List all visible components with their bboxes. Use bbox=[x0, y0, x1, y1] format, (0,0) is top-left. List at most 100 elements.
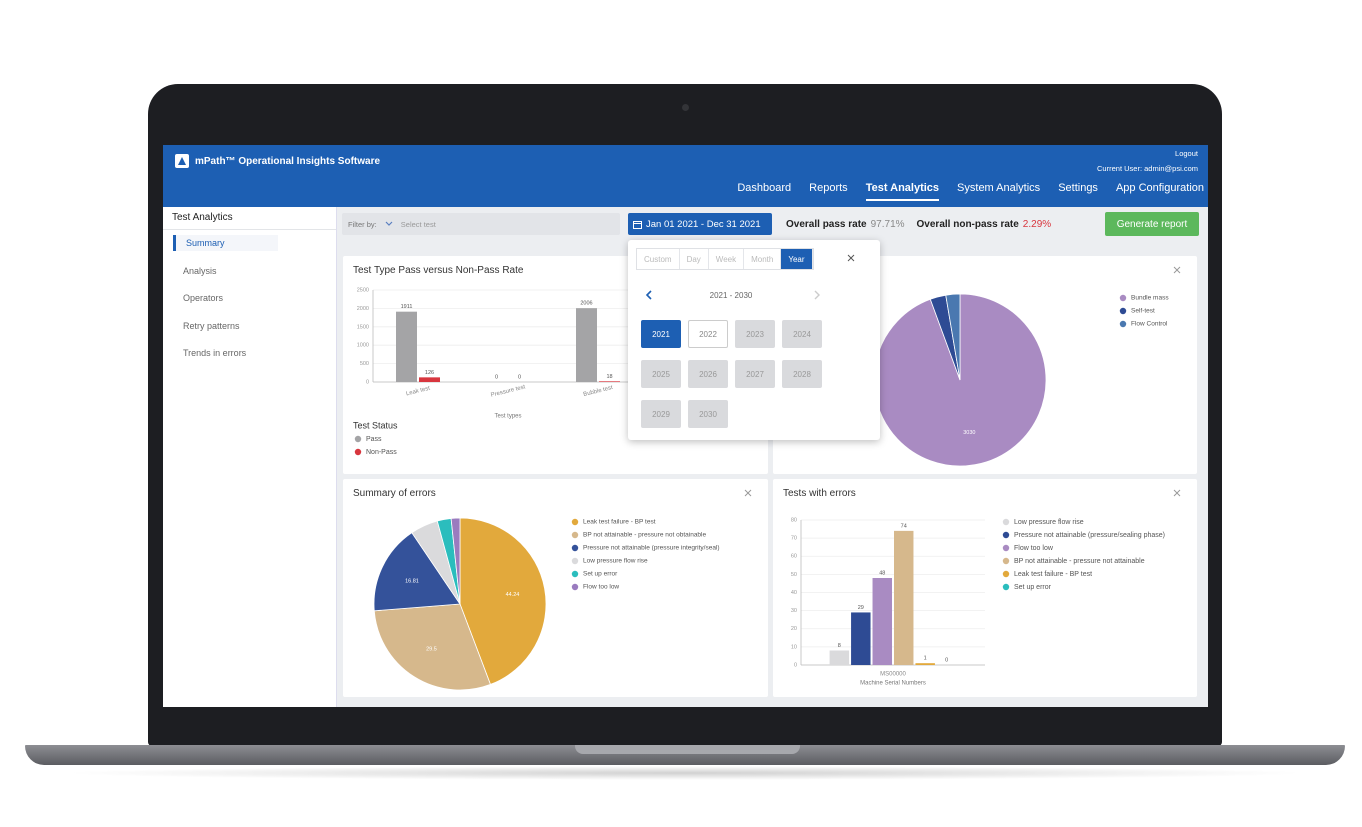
legend-label: Pressure not attainable (pressure integr… bbox=[583, 545, 720, 552]
legend-label: Flow Control bbox=[1131, 321, 1168, 328]
filter-placeholder: Select test bbox=[400, 219, 436, 229]
year-cell[interactable]: 2023 bbox=[735, 320, 775, 348]
chart: 0 500 1000 1500 2000 2500 Leak test 1911 126 Pres… bbox=[353, 266, 752, 456]
year-cell[interactable]: 2029 bbox=[641, 400, 681, 428]
x-tick-label: MS00000 bbox=[880, 672, 906, 678]
pie-slice bbox=[450, 517, 461, 605]
laptop-notch bbox=[575, 745, 800, 754]
sidebar-item[interactable]: Summary bbox=[173, 235, 278, 251]
y-tick-label: 1500 bbox=[357, 324, 369, 330]
legend-label: BP not attainable - pressure not obtaina… bbox=[583, 532, 706, 539]
date-button[interactable]: Jan 01 2021 - Dec 31 2021 bbox=[628, 213, 772, 235]
value-label: 74 bbox=[901, 523, 907, 529]
bar bbox=[872, 578, 892, 665]
x-tick-label: Bubble test bbox=[583, 385, 614, 398]
year-cell[interactable]: 2026 bbox=[688, 360, 728, 388]
legend-label: Low pressure flow rise bbox=[583, 558, 648, 565]
nav-item[interactable]: App Configuration bbox=[1115, 182, 1204, 194]
legend-marker bbox=[1119, 320, 1127, 328]
icon bbox=[633, 220, 642, 229]
pie-slice bbox=[459, 517, 547, 685]
logout[interactable]: Logout bbox=[1175, 149, 1198, 158]
y-tick-label: 1000 bbox=[357, 343, 369, 349]
nav-item[interactable]: Settings bbox=[1058, 182, 1098, 194]
filter-box[interactable]: Filter by: Select test bbox=[342, 213, 620, 235]
slice-label: 29.5 bbox=[426, 646, 437, 652]
y-tick-label: 10 bbox=[791, 644, 797, 650]
pass-rate: 97.71% bbox=[870, 218, 905, 230]
year-cell[interactable]: 2028 bbox=[782, 360, 822, 388]
icon bbox=[847, 254, 855, 262]
tab[interactable]: Custom bbox=[637, 249, 680, 269]
panel-title: Summary of errors bbox=[353, 488, 436, 499]
legend-marker bbox=[1002, 570, 1010, 578]
rates: Overall pass rate 97.71% Overall non-pass … bbox=[786, 213, 1051, 235]
chart: 3030 Bundle mass Self-test Flow Control bbox=[873, 266, 1181, 467]
bar bbox=[396, 311, 417, 382]
value-label: 48 bbox=[879, 570, 885, 576]
icon[interactable] bbox=[645, 290, 653, 300]
y-tick-label: 30 bbox=[791, 608, 797, 614]
nav-item[interactable]: System Analytics bbox=[957, 182, 1041, 194]
year-cell[interactable]: 2027 bbox=[735, 360, 775, 388]
legend-marker bbox=[571, 531, 579, 539]
sidebar-item[interactable]: Analysis bbox=[183, 265, 217, 276]
chart-panel: Summary of errors 44.24 29.5 16.81 Leak test… bbox=[343, 479, 768, 697]
legend-label: BP not attainable - pressure not attaina… bbox=[1014, 558, 1145, 565]
value-label: 8 bbox=[838, 643, 841, 649]
value-label: 1911 bbox=[401, 304, 413, 310]
bar bbox=[829, 650, 850, 665]
legend-label: Low pressure flow rise bbox=[1014, 519, 1084, 526]
sidebar-item[interactable]: Trends in errors bbox=[183, 348, 247, 358]
tab[interactable]: Week bbox=[709, 249, 745, 269]
sidebar-item[interactable]: Retry patterns bbox=[183, 320, 240, 331]
y-tick-label: 60 bbox=[791, 554, 797, 560]
non-pass-rate: 2.29% bbox=[1022, 218, 1052, 230]
close-icon bbox=[1173, 266, 1181, 274]
year-cell[interactable]: 2024 bbox=[782, 320, 822, 348]
legend-marker bbox=[1119, 307, 1127, 315]
generate-report-button[interactable]: Generate report bbox=[1105, 212, 1199, 236]
legend-label: Set up error bbox=[583, 571, 618, 578]
date-range: Jan 01 2021 - Dec 31 2021 bbox=[646, 218, 761, 230]
year-cell[interactable]: 2021 bbox=[641, 320, 681, 348]
year-cell[interactable]: 2030 bbox=[688, 400, 728, 428]
tab[interactable]: Year bbox=[781, 249, 813, 269]
tabs: Custom Day Week Month Year bbox=[636, 248, 814, 270]
bar bbox=[576, 308, 597, 382]
legend-label: Flow too low bbox=[1014, 545, 1054, 552]
pie-slice bbox=[373, 603, 491, 691]
legend-marker bbox=[1119, 294, 1127, 302]
legend-label: Leak test failure - BP test bbox=[583, 519, 656, 526]
bar bbox=[915, 663, 935, 665]
x-axis-label: Machine Serial Numbers bbox=[860, 681, 926, 687]
year-cell[interactable]: 2025 bbox=[641, 360, 681, 388]
sidebar-item[interactable]: Operators bbox=[183, 293, 224, 303]
nav-item[interactable]: Dashboard bbox=[737, 182, 792, 194]
nav-item[interactable]: Test Analytics bbox=[865, 182, 940, 201]
y-tick-label: 40 bbox=[791, 590, 797, 596]
value-label: 18 bbox=[606, 374, 612, 380]
year-cell[interactable]: 2022 bbox=[688, 320, 728, 348]
y-tick-label: 50 bbox=[791, 572, 797, 578]
date-picker: Custom Day Week Month Year 2021 - 2030 2021 202… bbox=[628, 240, 880, 440]
y-tick-label: 2500 bbox=[357, 287, 369, 293]
slice-label: 3030 bbox=[963, 430, 975, 436]
y-tick-label: 70 bbox=[791, 536, 797, 542]
screen: mPath™ Operational Insights Software Logo… bbox=[163, 145, 1208, 707]
legend-label: Flow too low bbox=[583, 584, 619, 591]
legend-marker bbox=[1002, 544, 1010, 552]
bar bbox=[599, 381, 620, 382]
legend-marker bbox=[1002, 518, 1010, 526]
filter-label: Filter by: bbox=[348, 219, 377, 229]
nav-item[interactable]: Reports bbox=[809, 182, 848, 194]
y-tick-label: 0 bbox=[794, 662, 797, 668]
legend-marker bbox=[354, 435, 362, 443]
tab[interactable]: Day bbox=[680, 249, 709, 269]
tab[interactable]: Month bbox=[744, 249, 782, 269]
sidebar: Test Analytics Summary Analysis Operators Re… bbox=[163, 207, 337, 707]
legend-label: Bundle mass bbox=[1131, 295, 1169, 302]
legend-label: Self-test bbox=[1131, 308, 1155, 315]
